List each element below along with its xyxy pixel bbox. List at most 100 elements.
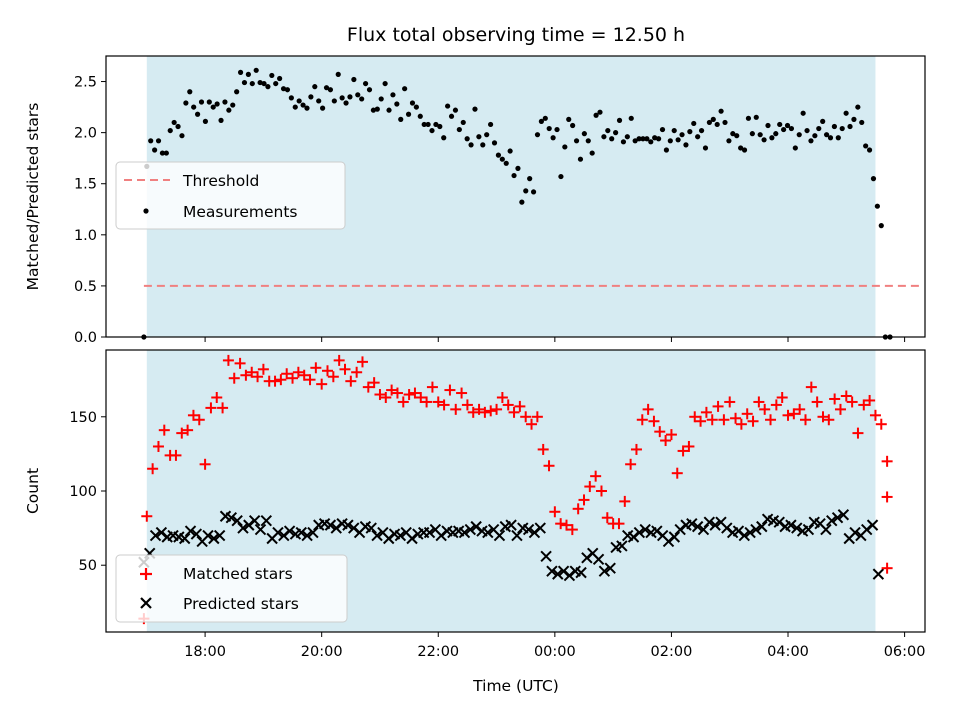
measurement-point (198, 99, 205, 105)
matched-star-point (881, 491, 893, 503)
measurement-point (335, 71, 341, 77)
matched-star-point (269, 375, 281, 387)
matched-star-point (368, 377, 380, 389)
matched-star-point (432, 396, 444, 408)
measurement-point (476, 134, 482, 140)
measurement-point (585, 138, 591, 144)
matched-star-point (473, 403, 485, 415)
matched-star-point (700, 406, 712, 418)
measurement-point (745, 115, 752, 121)
x-axis-label: Time (UTC) (472, 677, 559, 695)
measurement-point (378, 96, 384, 102)
measurement-point (362, 80, 369, 87)
matched-star-point (712, 400, 724, 412)
measurement-point (210, 104, 216, 110)
measurement-point (511, 172, 517, 179)
measurement-point (538, 118, 544, 124)
predicted-star-point (248, 514, 261, 527)
measurement-point (405, 111, 412, 117)
measurement-point (499, 156, 505, 162)
matched-star-point (252, 371, 264, 383)
matched-star-point (339, 363, 351, 375)
measurement-point (874, 203, 880, 209)
matched-star-point (526, 418, 538, 430)
predicted-star-point (697, 523, 710, 536)
measurement-point (714, 121, 720, 128)
counts-axes-frame (105, 349, 926, 633)
predicted-star-point (633, 526, 646, 539)
measurement-point (613, 130, 619, 136)
matched-star-point (677, 445, 689, 457)
y-tick-label: 1.5 (74, 177, 97, 193)
measurement-point (530, 189, 537, 195)
measurement-point (152, 147, 158, 153)
measurement-point (222, 99, 228, 105)
matched-star-point (601, 512, 613, 524)
matched-star-point (327, 371, 339, 383)
measurement-point (675, 137, 681, 143)
matched-star-point (724, 396, 736, 408)
measurement-point (175, 123, 181, 130)
ratio-axes-frame (105, 55, 926, 338)
measurement-point (628, 115, 634, 121)
predicted-star-point (149, 529, 162, 542)
measurement-point (636, 136, 642, 142)
measurement-point (741, 147, 748, 153)
measurement-point (273, 80, 279, 87)
matched-star-point (438, 399, 450, 411)
measurement-point (738, 145, 744, 151)
matched-star-point (765, 414, 777, 426)
measurement-point (468, 142, 474, 148)
predicted-star-point (482, 526, 494, 539)
measurement-point (597, 109, 603, 115)
measurement-point (589, 150, 595, 156)
x-tick-label: 04:00 (767, 644, 809, 660)
measurement-point (519, 199, 525, 205)
measurement-point (843, 110, 849, 116)
measurement-point (812, 133, 818, 139)
measurement-point (359, 96, 365, 102)
measurement-point (374, 106, 380, 112)
predicted-star-point (756, 520, 768, 533)
measurement-point (695, 134, 701, 140)
measurement-point (413, 104, 419, 110)
counts-panel: 50 100 150 18:00 20:00 22:00 00:00 02:00 04:00 0… (24, 349, 926, 695)
measurement-point (441, 135, 447, 141)
matched-star-point (374, 389, 386, 401)
predicted-star-point (301, 529, 313, 542)
measurement-point (507, 148, 513, 154)
matched-star-point (485, 405, 497, 417)
measurement-point (769, 135, 775, 141)
matched-star-point (730, 412, 742, 424)
x-tick-label: 06:00 (884, 644, 926, 660)
measurement-point (687, 129, 693, 135)
matched-star-point (397, 396, 409, 408)
measurement-point (706, 119, 712, 126)
matched-star-point (753, 396, 765, 408)
matched-star-point (881, 562, 893, 574)
measurement-point (605, 127, 611, 134)
measurement-point (425, 121, 431, 128)
matched-star-point (735, 418, 747, 430)
matched-star-point (794, 403, 806, 415)
predicted-star-point (184, 525, 197, 537)
matched-star-point (566, 524, 578, 536)
matched-star-point (514, 400, 526, 412)
y-tick-label: 0.0 (74, 330, 97, 346)
predicted-star-point (791, 522, 803, 534)
legend-predicted-label: Predicted stars (183, 595, 299, 613)
ratio-legend-box (115, 161, 346, 230)
predicted-star-point (744, 526, 756, 539)
measurement-point (456, 126, 462, 133)
matched-star-point (356, 356, 368, 368)
measurement-point (194, 111, 201, 117)
measurement-point (390, 92, 396, 98)
measurement-point (757, 132, 763, 138)
y-tick-label: 1.0 (74, 228, 97, 244)
measurement-point (183, 100, 189, 106)
matched-star-point (823, 414, 835, 426)
matched-star-point (776, 391, 788, 403)
predicted-star-point (668, 531, 681, 543)
matched-star-point (141, 510, 153, 522)
